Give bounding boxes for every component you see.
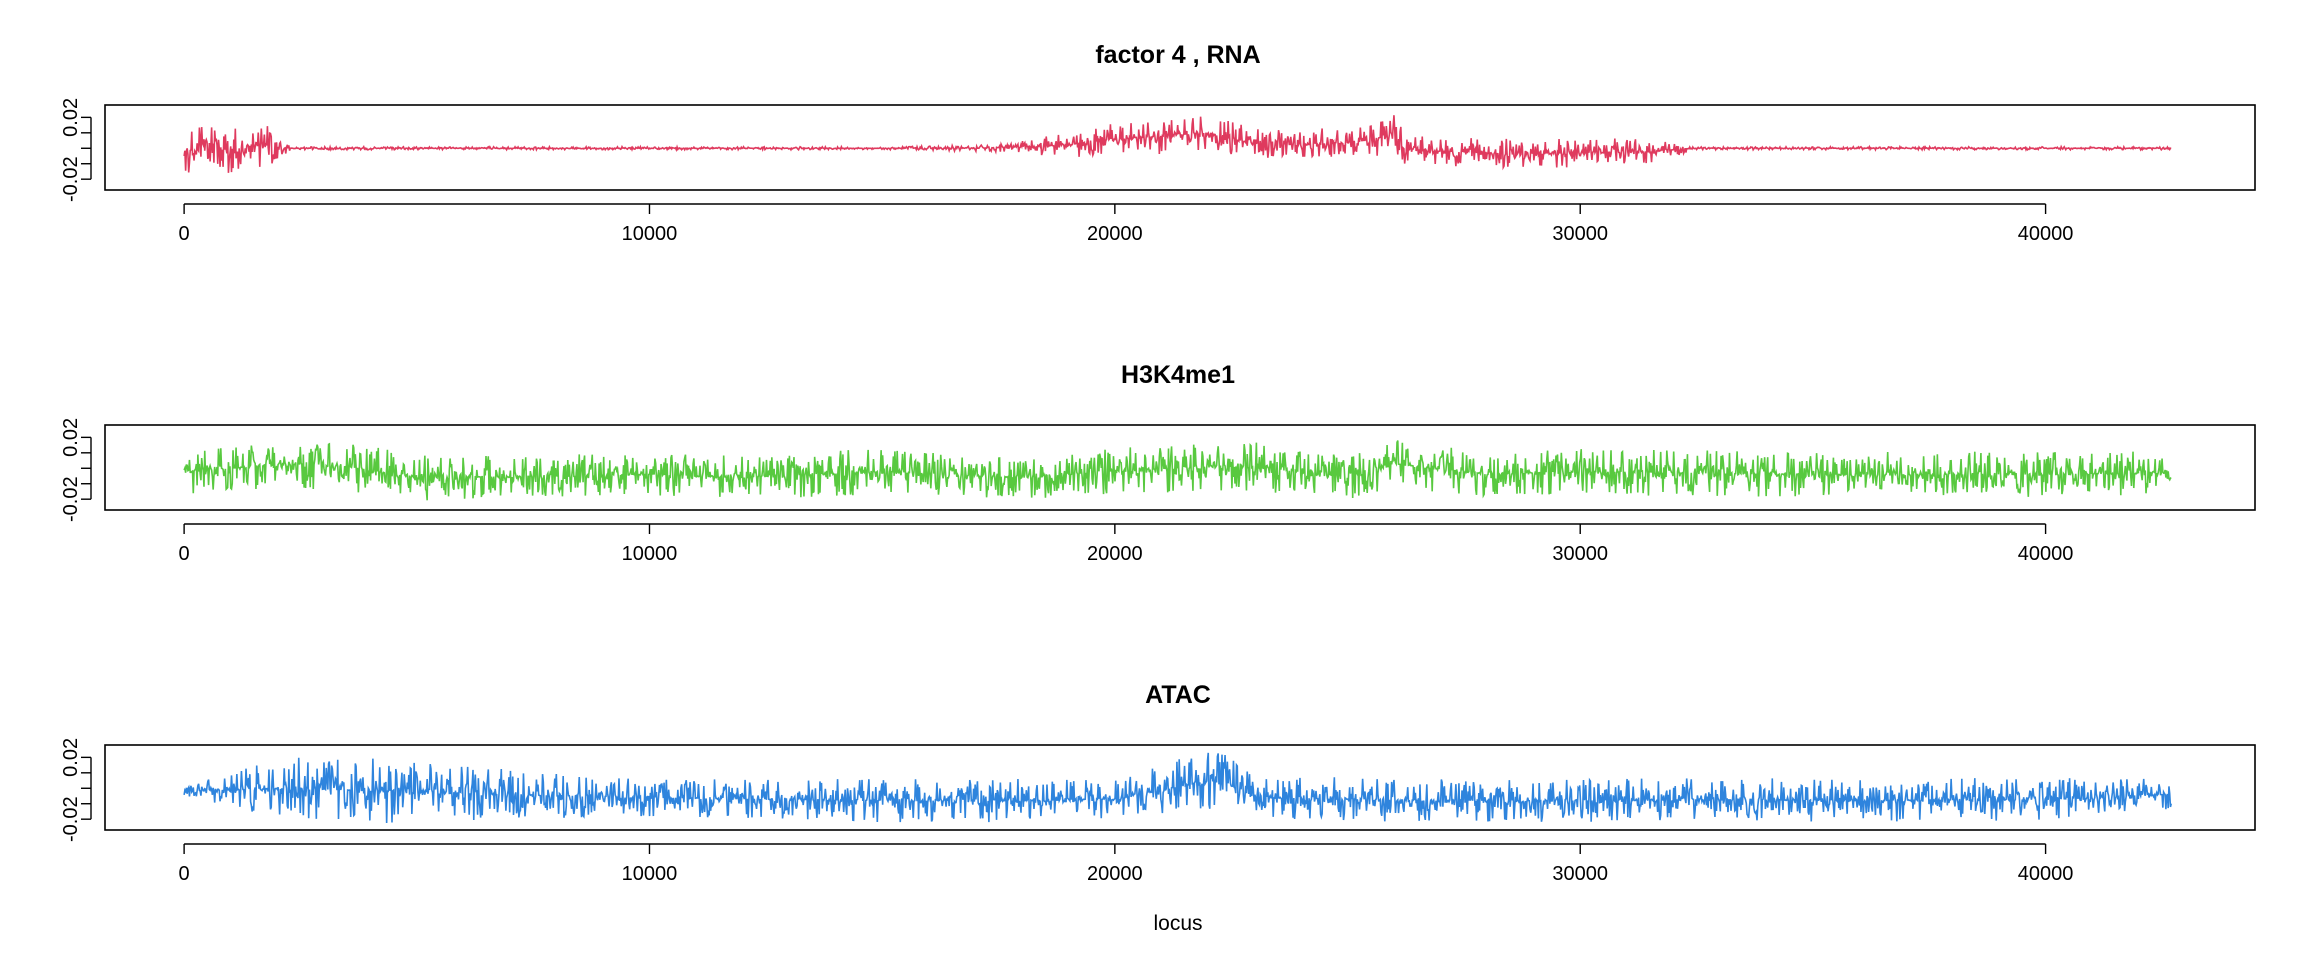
- plot-frame: [104, 424, 2256, 511]
- y-tick-label: 0.02: [60, 98, 82, 137]
- x-tick-label: 40000: [2018, 543, 2074, 565]
- x-tick-label: 10000: [622, 223, 678, 245]
- y-tick-label: -0.02: [60, 476, 82, 522]
- panel-2-title: H3K4me1: [1121, 361, 1235, 389]
- x-tick-label: 30000: [1552, 223, 1608, 245]
- x-axis-label: locus: [1153, 912, 1202, 935]
- x-tick-label: 40000: [2018, 863, 2074, 885]
- x-tick-label: 0: [179, 543, 190, 565]
- x-tick-label: 30000: [1552, 863, 1608, 885]
- panel-1-plot: 0 10000 20000 30000 40000 -0.02 0.02: [60, 98, 2256, 245]
- x-tick-label: 20000: [1087, 543, 1143, 565]
- y-tick-label: 0.02: [60, 738, 82, 777]
- series-line: [183, 752, 2173, 824]
- y-tick-label: -0.02: [60, 156, 82, 202]
- panel-2-plot: 0 10000 20000 30000 40000 -0.02 0.02: [60, 418, 2256, 565]
- x-tick-label: 10000: [622, 863, 678, 885]
- series-line: [183, 115, 2172, 173]
- plot-frame: [104, 744, 2256, 831]
- y-tick-label: 0.02: [60, 418, 82, 457]
- x-tick-label: 10000: [622, 543, 678, 565]
- panel-1-title: factor 4 , RNA: [1095, 41, 1260, 69]
- series-line: [183, 440, 2172, 501]
- x-tick-label: 0: [179, 863, 190, 885]
- y-tick-label: -0.02: [60, 796, 82, 842]
- x-tick-label: 20000: [1087, 223, 1143, 245]
- panel-3-title: ATAC: [1145, 681, 1211, 709]
- x-tick-label: 20000: [1087, 863, 1143, 885]
- plot-frame: [104, 104, 2256, 191]
- panel-3-plot: 0 10000 20000 30000 40000 -0.02 0.02: [60, 738, 2256, 885]
- x-tick-label: 30000: [1552, 543, 1608, 565]
- x-tick-label: 0: [179, 223, 190, 245]
- x-tick-label: 40000: [2018, 223, 2074, 245]
